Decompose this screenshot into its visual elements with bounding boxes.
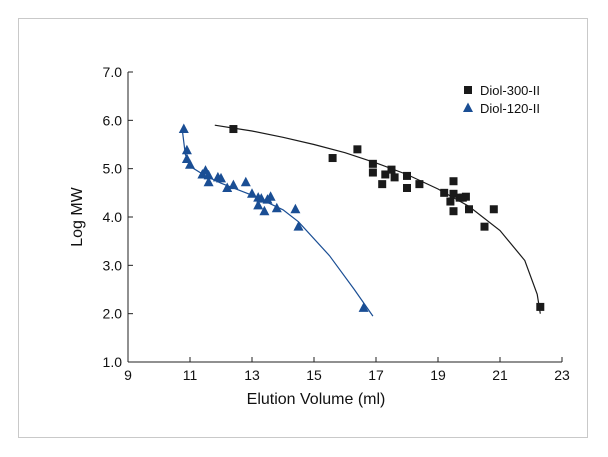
y-axis-label: Log MW xyxy=(69,186,86,246)
data-point xyxy=(449,207,458,216)
data-point xyxy=(415,180,424,189)
data-point xyxy=(449,177,458,186)
data-point xyxy=(185,159,195,169)
data-point xyxy=(378,180,387,189)
y-tick-label: 4.0 xyxy=(103,209,123,225)
y-tick-label: 7.0 xyxy=(103,64,123,80)
data-point xyxy=(446,197,455,206)
x-axis-label: Elution Volume (ml) xyxy=(247,391,386,408)
data-point xyxy=(178,123,189,134)
chart-frame xyxy=(18,18,588,438)
data-point xyxy=(353,145,362,154)
data-point xyxy=(247,188,257,198)
legend-marker xyxy=(464,86,472,94)
data-point xyxy=(465,205,473,214)
legend-marker xyxy=(463,102,473,112)
x-tick-label: 23 xyxy=(554,367,570,383)
data-point xyxy=(480,222,489,231)
data-point xyxy=(203,169,214,180)
data-point xyxy=(368,168,377,177)
x-tick-label: 11 xyxy=(183,367,198,383)
y-tick-label: 3.0 xyxy=(103,257,123,273)
legend-label: Diol-120-II xyxy=(480,101,540,116)
data-point xyxy=(181,144,192,155)
fit-curve xyxy=(181,129,374,317)
x-tick-label: 9 xyxy=(124,367,132,383)
data-point xyxy=(358,302,369,312)
data-point xyxy=(461,192,470,201)
data-point xyxy=(328,154,337,163)
x-tick-label: 13 xyxy=(244,367,260,383)
data-point xyxy=(387,165,396,174)
data-point xyxy=(259,205,270,216)
y-tick-label: 2.0 xyxy=(103,306,123,322)
y-tick-label: 1.0 xyxy=(103,354,123,370)
data-point xyxy=(203,176,214,187)
x-tick-label: 19 xyxy=(430,367,446,383)
data-point xyxy=(240,176,251,187)
data-point xyxy=(256,193,267,203)
y-tick-label: 5.0 xyxy=(103,161,123,177)
fit-curve xyxy=(214,124,541,314)
data-point xyxy=(403,184,411,192)
legend-label: Diol-300-II xyxy=(480,83,540,98)
data-point xyxy=(265,191,276,201)
plot-area: 9 11 13 15 17 19 21 23 1.0 2.0 3.0 4.0 5.0 6.0 7.0 Diol… xyxy=(103,64,570,383)
data-point xyxy=(403,171,411,180)
data-point xyxy=(440,188,449,197)
data-point xyxy=(293,221,304,231)
data-point xyxy=(381,170,390,179)
data-point xyxy=(390,173,399,182)
data-point xyxy=(271,202,282,213)
data-point xyxy=(290,203,301,214)
x-tick-label: 17 xyxy=(368,367,384,383)
data-point xyxy=(216,172,226,183)
data-point xyxy=(228,179,239,190)
data-point xyxy=(229,125,238,134)
x-tick-label: 21 xyxy=(492,367,508,383)
data-point xyxy=(489,205,498,214)
data-point xyxy=(253,199,264,210)
y-tick-label: 6.0 xyxy=(103,112,123,128)
data-point xyxy=(368,159,377,168)
data-point xyxy=(222,182,233,192)
data-point xyxy=(536,302,545,311)
data-point xyxy=(449,189,458,198)
x-tick-label: 15 xyxy=(306,367,322,383)
